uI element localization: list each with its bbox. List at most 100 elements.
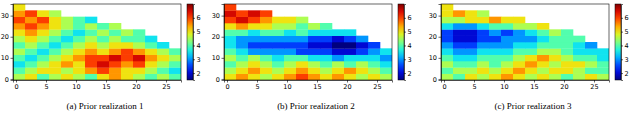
cell	[49, 42, 61, 49]
cell	[13, 74, 25, 80]
cell	[169, 74, 181, 80]
xticks-axis: 0510152025	[225, 80, 393, 91]
tick: 25	[590, 80, 598, 91]
tick: 6	[621, 14, 629, 22]
tick: 2	[404, 70, 412, 78]
cell	[513, 55, 525, 62]
cell	[453, 61, 465, 68]
tick-label: 5	[625, 28, 629, 36]
cell	[49, 36, 61, 43]
cell	[85, 29, 97, 36]
cell	[61, 74, 73, 80]
cell	[308, 29, 320, 36]
cell	[272, 55, 284, 62]
cell	[308, 36, 320, 43]
tick-mark	[11, 16, 14, 17]
cell	[308, 55, 320, 62]
tick: 25	[162, 80, 170, 91]
tick: 5	[621, 28, 629, 36]
cell	[296, 23, 308, 30]
cell	[49, 29, 61, 36]
cell	[121, 29, 133, 36]
cell	[561, 74, 573, 80]
cell	[465, 55, 477, 62]
yticks-axis: 0102030	[212, 5, 225, 84]
cell	[453, 48, 465, 55]
cell	[37, 17, 49, 24]
cell	[489, 74, 501, 80]
cell	[157, 55, 169, 62]
cell	[356, 67, 368, 74]
axis-line	[439, 5, 442, 81]
tick: 10	[72, 80, 80, 91]
cell	[441, 74, 453, 80]
tick-label: 10	[212, 54, 220, 62]
cell	[169, 55, 181, 62]
axis-line	[442, 81, 610, 83]
cell	[73, 55, 85, 62]
cell	[49, 55, 61, 62]
cell	[573, 74, 585, 80]
cell	[296, 29, 308, 36]
cell	[73, 74, 85, 80]
cell	[37, 48, 49, 55]
cell	[13, 17, 25, 24]
xticks-axis: 0510152025	[14, 80, 182, 91]
cell	[561, 29, 573, 36]
cell	[501, 17, 513, 24]
tick-mark	[621, 73, 623, 74]
cell	[525, 55, 537, 62]
cell	[73, 36, 85, 43]
cell	[453, 29, 465, 36]
cell	[585, 55, 597, 62]
cell	[308, 67, 320, 74]
cell	[224, 61, 236, 68]
cell	[525, 29, 537, 36]
cell	[260, 48, 272, 55]
tick: 0	[442, 80, 446, 91]
cell	[561, 48, 573, 55]
tick-mark	[222, 16, 225, 17]
cell	[344, 67, 356, 74]
cell	[272, 29, 284, 36]
cell	[453, 23, 465, 30]
tick-mark	[621, 59, 623, 60]
cell	[73, 48, 85, 55]
tick-label: 2	[625, 70, 629, 78]
tick: 6	[193, 14, 201, 22]
tick-label: 5	[44, 83, 48, 91]
cell	[585, 67, 597, 74]
tick: 20	[343, 80, 351, 91]
tick-label: 25	[590, 83, 598, 91]
cell	[13, 23, 25, 30]
tick: 25	[373, 80, 381, 91]
tick-mark	[621, 45, 623, 46]
cell	[121, 61, 133, 68]
cell	[513, 61, 525, 68]
tick-label: 20	[560, 83, 568, 91]
cell	[13, 36, 25, 43]
tick: 15	[102, 80, 110, 91]
cell	[109, 23, 121, 30]
tick-label: 10	[429, 54, 437, 62]
colorbar: 23456	[398, 4, 412, 81]
cell	[85, 42, 97, 49]
cell	[296, 55, 308, 62]
cell	[441, 29, 453, 36]
cell	[525, 42, 537, 49]
cell	[236, 48, 248, 55]
cell	[37, 10, 49, 17]
cell	[61, 36, 73, 43]
cell	[489, 55, 501, 62]
yticks-axis: 0102030	[1, 5, 14, 84]
tick-label: 25	[373, 83, 381, 91]
cell	[272, 23, 284, 30]
cell	[236, 23, 248, 30]
tick: 10	[283, 80, 291, 91]
cell	[85, 48, 97, 55]
cell	[248, 10, 260, 17]
cell	[13, 67, 25, 74]
cell	[109, 29, 121, 36]
cell	[133, 67, 145, 74]
tick-mark	[439, 16, 442, 17]
